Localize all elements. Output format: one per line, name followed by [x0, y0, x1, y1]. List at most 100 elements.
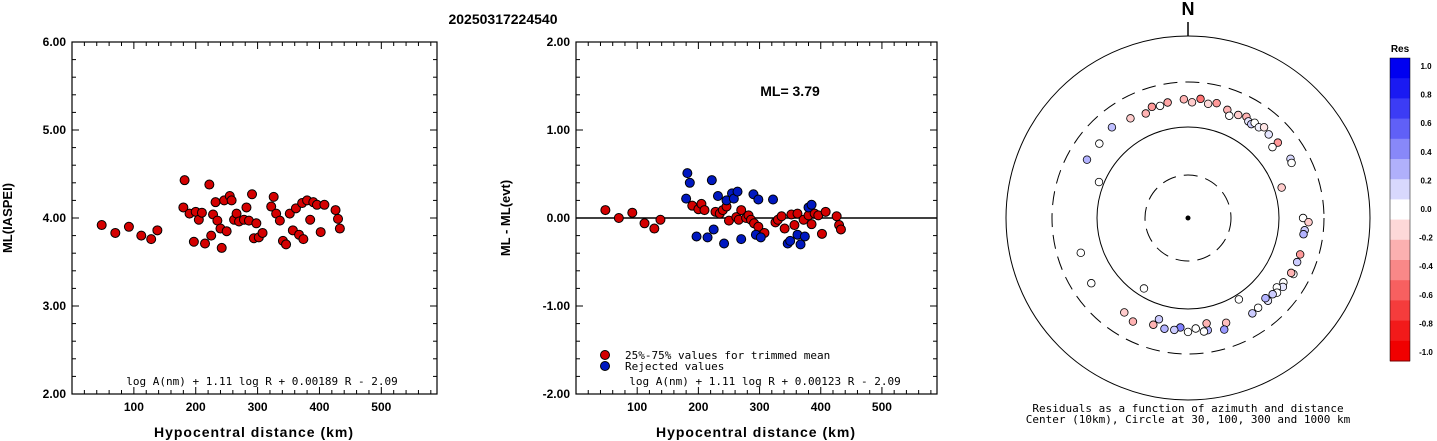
- data-point: [298, 234, 309, 245]
- x-tick-label: 200: [186, 400, 206, 414]
- data-point: [776, 211, 787, 222]
- station-marker: [1268, 142, 1277, 152]
- data-point: [736, 205, 747, 216]
- residual-plot-formula: log A(nm) + 1.11 log R + 0.00123 R - 2.0…: [629, 375, 901, 388]
- data-point: [136, 230, 147, 241]
- colorbar-tick-label: 0.4: [1420, 148, 1432, 157]
- data-point: [732, 186, 743, 197]
- station-marker: [1170, 325, 1179, 335]
- station-marker: [1139, 284, 1149, 293]
- data-point: [755, 232, 766, 243]
- y-tick-label: 4.00: [43, 211, 67, 225]
- station-marker: [1094, 177, 1104, 187]
- data-point: [768, 194, 779, 205]
- station-marker: [1261, 294, 1270, 303]
- colorbar-band: [1390, 260, 1410, 281]
- magnitude-plot-frame: [71, 41, 438, 395]
- data-point: [627, 207, 638, 218]
- y-tick-label: -2.00: [543, 387, 571, 401]
- station-marker: [1163, 98, 1172, 107]
- x-tick-label: 100: [124, 400, 144, 414]
- data-point: [274, 215, 285, 226]
- data-point: [706, 175, 717, 186]
- data-point: [315, 227, 326, 238]
- residual-plot-ticks: 100 200 300 400 500 -2.00 -1.00 0.00 1.00 2.00: [543, 35, 937, 414]
- station-marker: [1298, 213, 1308, 223]
- x-tick-label: 300: [750, 400, 770, 414]
- data-point: [816, 228, 827, 239]
- colorbar-band: [1390, 219, 1410, 241]
- y-tick-label: 5.00: [43, 123, 67, 137]
- data-point: [305, 214, 316, 225]
- magnitude-plot-xlabel: Hypocentral distance (km): [154, 424, 354, 440]
- data-point: [835, 224, 846, 235]
- ml-annotation: ML= 3.79: [760, 83, 820, 99]
- station-marker: [1277, 183, 1286, 192]
- station-marker: [1076, 248, 1085, 258]
- x-tick-label: 400: [811, 400, 831, 414]
- colorbar-band: [1390, 138, 1410, 160]
- magnitude-plot-formula: log A(nm) + 1.11 log R + 0.00189 R - 2.0…: [126, 375, 398, 388]
- magnitude-plot: 100 200 300 400 500 2.00 3.00 4.00 5.00 6.00 ML(I…: [0, 35, 438, 440]
- polar-caption-line1: Residuals as a function of azimuth and d…: [1032, 402, 1343, 415]
- station-marker: [1155, 101, 1165, 111]
- x-tick-label: 500: [371, 400, 391, 414]
- station-marker: [1191, 324, 1200, 333]
- data-point: [221, 226, 232, 237]
- colorbar-band: [1390, 340, 1410, 362]
- data-point: [179, 175, 190, 186]
- data-point: [146, 234, 157, 245]
- data-point: [257, 227, 268, 238]
- station-marker: [1304, 218, 1313, 227]
- legend-marker-rejected: [600, 361, 610, 371]
- data-point: [702, 232, 713, 243]
- colorbar-band: [1390, 320, 1410, 342]
- data-point: [613, 213, 624, 223]
- ring-30km: [1144, 174, 1232, 262]
- station-marker: [1234, 110, 1243, 120]
- station-marker: [1273, 138, 1283, 147]
- data-point: [600, 205, 611, 216]
- data-point: [110, 227, 121, 238]
- data-point: [806, 199, 817, 210]
- colorbar-tick-label: 1.0: [1420, 62, 1432, 71]
- station-marker: [1141, 109, 1150, 118]
- legend-marker-trimmed: [600, 350, 610, 360]
- data-point: [719, 238, 730, 249]
- data-point: [281, 239, 292, 250]
- colorbar-tick-label: 0.0: [1420, 205, 1432, 214]
- station-marker: [1295, 250, 1305, 259]
- station-marker: [1160, 324, 1169, 333]
- legend-label-rejected: Rejected values: [625, 360, 724, 373]
- data-point: [333, 213, 344, 224]
- data-point: [266, 201, 277, 212]
- data-point: [681, 193, 692, 204]
- data-point: [123, 221, 134, 232]
- station-marker: [1187, 98, 1197, 107]
- magnitude-plot-ticks: 100 200 300 400 500 2.00 3.00 4.00 5.00 6.00: [43, 35, 437, 414]
- colorbar-band: [1390, 58, 1410, 79]
- epicenter-marker: [1185, 215, 1191, 221]
- data-point: [792, 208, 803, 219]
- legend-label-trimmed: 25%-75% values for trimmed mean: [625, 349, 830, 362]
- colorbar-tick-label: -0.4: [1419, 262, 1433, 271]
- station-marker: [1199, 327, 1209, 336]
- colorbar-band: [1390, 300, 1410, 322]
- data-point: [712, 191, 723, 201]
- data-point: [795, 239, 806, 250]
- colorbar-labels: 1.0 0.8 0.6 0.4 0.2 0.0 -0.2 -0.4 -0.6 -0.8 -1.0: [1419, 62, 1433, 357]
- figure-title: 20250317224540: [448, 11, 557, 27]
- data-point: [241, 202, 252, 213]
- residual-plot-xlabel: Hypocentral distance (km): [656, 424, 856, 440]
- residual-plot: 100 200 300 400 500 -2.00 -1.00 0.00 1.00 2.00 ML…: [498, 35, 938, 440]
- station-marker: [1183, 327, 1193, 337]
- station-marker: [1225, 111, 1234, 120]
- colorbar-tick-label: 0.2: [1420, 176, 1432, 185]
- data-point: [779, 223, 790, 234]
- data-point: [736, 234, 747, 245]
- y-tick-label: 3.00: [43, 299, 67, 313]
- data-point: [200, 238, 211, 249]
- data-point: [247, 189, 258, 200]
- data-point: [206, 230, 217, 241]
- data-point: [655, 214, 666, 225]
